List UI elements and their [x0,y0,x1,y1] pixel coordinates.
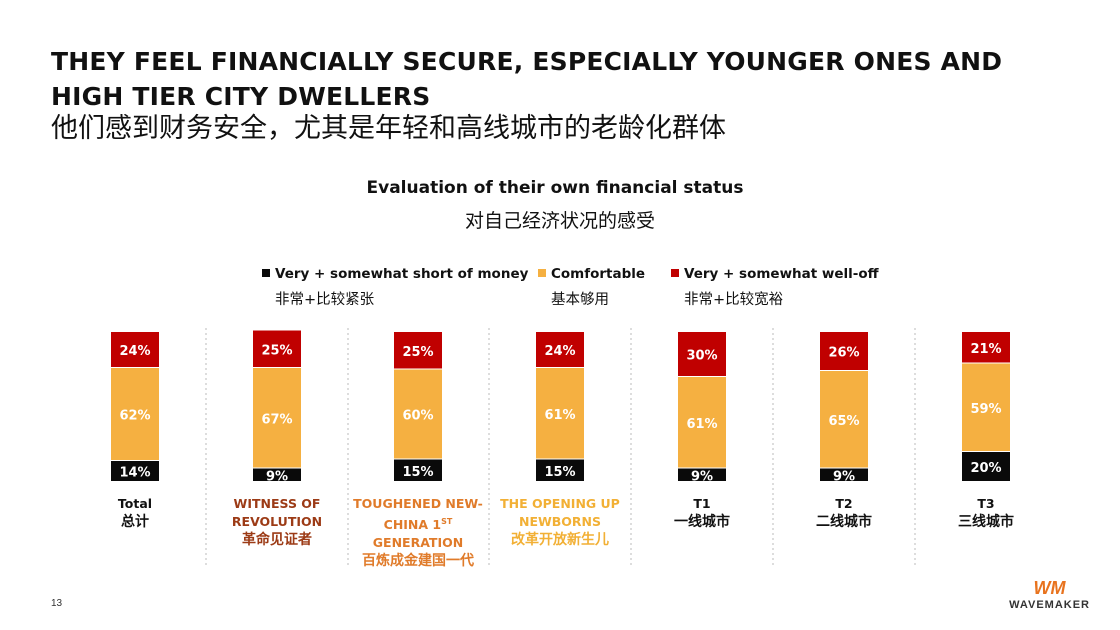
legend-label-comfortable-en: Comfortable [551,266,646,282]
legend-item-well-off: Very + somewhat well-off 非常+比较宽裕 [671,263,879,309]
category-label-zh: 二线城市 [816,514,872,530]
data-label: 25% [261,343,292,358]
page-title-zh: 他们感到财务安全，尤其是年轻和高线城市的老龄化群体 [51,113,726,144]
category-label-en: T3 [977,496,995,511]
category-label: T1 一线城市 [632,495,772,532]
legend-swatch-short [262,269,270,277]
category-label: T2 二线城市 [774,495,914,532]
category-label-zh: 一线城市 [674,514,730,530]
wavemaker-logo: WM WAVEMAKER [1009,578,1090,611]
bar-segment [678,377,726,468]
bar-segment [962,363,1010,451]
legend-label-well-off-en: Very + somewhat well-off [684,266,879,282]
data-label: 21% [970,342,1001,357]
bar-segment [536,368,584,459]
data-label: 24% [119,344,150,359]
page-title-en: THEY FEEL FINANCIALLY SECURE, ESPECIALLY… [51,47,1003,111]
bar-segment [820,371,868,468]
bar-segment [820,468,868,481]
data-label: 15% [402,465,433,480]
bar-segment [111,368,159,460]
category-label: WITNESS OF REVOLUTION 革命见证者 [207,495,347,550]
bar-segment [394,332,442,369]
logo-mark: WM [1033,578,1066,598]
legend-item-short-of-money: Very + somewhat short of money 非常+比较紧张 [262,263,528,309]
bar-segment [962,452,1010,481]
data-label: 9% [833,469,855,484]
data-label: 59% [970,402,1001,417]
bar-segment [962,332,1010,363]
category-label-en: T2 [835,496,853,511]
category-label-zh: 三线城市 [958,514,1014,530]
data-label: 65% [828,414,859,429]
data-label: 62% [119,409,150,424]
bar-segment [253,468,301,481]
bar-segment [394,369,442,459]
data-label: 20% [970,461,1001,476]
data-label: 67% [261,412,292,427]
category-label-en: THE OPENING UP NEWBORNS [500,496,620,529]
data-label: 61% [686,417,717,432]
legend-item-comfortable: Comfortable 基本够用 [538,263,645,309]
legend-label-comfortable-zh: 基本够用 [551,292,609,308]
bar-segment [678,468,726,481]
bar-segment [820,332,868,370]
data-label: 60% [402,409,433,424]
data-label: 9% [691,469,713,484]
page-number: 13 [51,598,63,609]
category-label-en: Total [117,496,153,511]
chart-title: Evaluation of their own financial status [366,178,744,198]
category-label-zh: 总计 [121,514,149,530]
category-label-en: T1 [693,496,711,511]
bar-segment [111,332,159,367]
data-label: 30% [686,349,717,364]
category-label-zh: 百炼成金建国一代 [362,553,474,570]
category-label: THE OPENING UP NEWBORNS 改革开放新生儿 [490,495,630,550]
legend-swatch-comfortable [538,269,546,277]
data-label: 15% [544,465,575,480]
bar-segment [678,332,726,376]
bar-segment [253,330,301,367]
category-label: TOUGHENED NEW- CHINA 1ST GENERATION 百炼成金建国一… [348,495,488,571]
bar-segment [536,332,584,367]
data-label: 25% [402,345,433,360]
legend-swatch-well-off [671,269,679,277]
logo-text: WAVEMAKER [1009,599,1090,611]
data-label: 9% [266,469,288,484]
bar-segment [394,459,442,481]
category-label-zh: 革命见证者 [242,532,312,548]
data-label: 24% [544,344,575,359]
data-label: 26% [828,346,859,361]
data-label: 61% [544,408,575,423]
legend-label-short-zh: 非常+比较紧张 [275,292,375,308]
legend-label-short-en: Very + somewhat short of money [275,266,529,282]
category-label-zh: 改革开放新生儿 [511,532,609,548]
category-label: T3 三线城市 [916,495,1056,532]
legend-label-well-off-zh: 非常+比较宽裕 [684,292,784,308]
bar-segment [253,368,301,468]
bar-segment [536,459,584,481]
chart-subtitle: 对自己经济状况的感受 [464,210,655,232]
category-label-en: TOUGHENED NEW- CHINA 1ST GENERATION [353,496,483,551]
category-label-en: WITNESS OF REVOLUTION [231,496,323,529]
category-label: Total 总计 [65,495,205,532]
bar-segment [111,461,159,481]
data-label: 14% [119,466,150,481]
